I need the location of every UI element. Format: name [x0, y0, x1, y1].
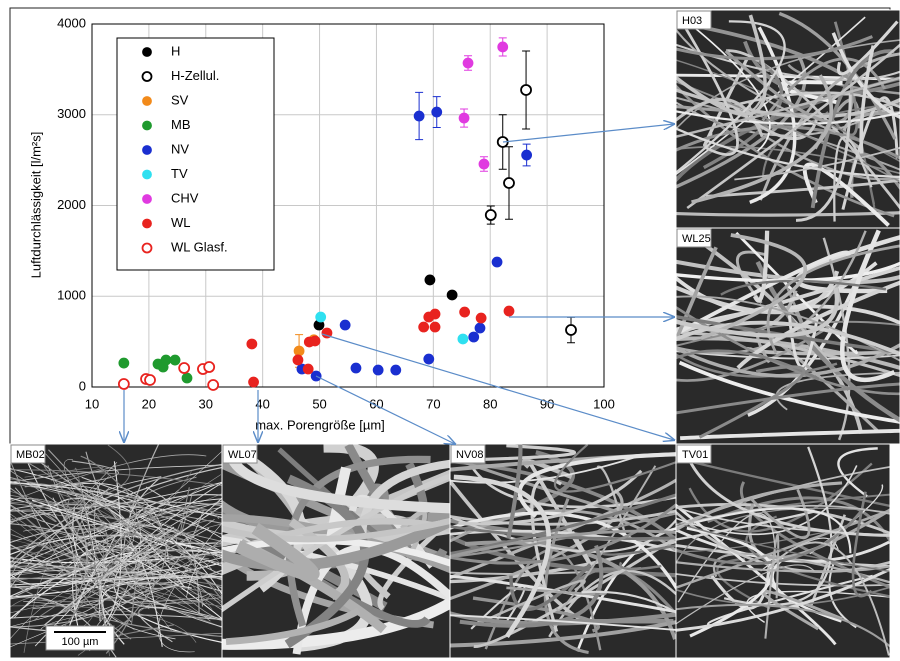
point [419, 322, 429, 332]
x-tick-label: 20 [142, 396, 156, 411]
point [303, 364, 313, 374]
point [204, 362, 214, 372]
point [463, 58, 473, 68]
point [521, 85, 531, 95]
legend-marker [143, 195, 152, 204]
legend-label: MB [171, 117, 191, 132]
legend-label: H-Zellul. [171, 68, 219, 83]
point [208, 380, 218, 390]
point [310, 336, 320, 346]
legend-label: WL [171, 215, 191, 230]
point [458, 334, 468, 344]
point [247, 339, 257, 349]
x-tick-label: 70 [426, 396, 440, 411]
point [425, 275, 435, 285]
legend-label: WL Glasf. [171, 239, 228, 254]
point [182, 373, 192, 383]
point [179, 363, 189, 373]
y-tick-label: 4000 [57, 15, 86, 30]
point [566, 325, 576, 335]
point [294, 346, 304, 356]
legend-marker [143, 48, 152, 57]
point [340, 320, 350, 330]
point [161, 355, 171, 365]
point [391, 365, 401, 375]
legend-marker [143, 97, 152, 106]
point [414, 111, 424, 121]
legend-marker [143, 146, 152, 155]
point [424, 354, 434, 364]
y-tick-label: 3000 [57, 106, 86, 121]
image-label: NV08 [456, 449, 484, 461]
x-tick-label: 80 [483, 396, 497, 411]
x-tick-label: 50 [312, 396, 326, 411]
point [170, 355, 180, 365]
point [249, 377, 259, 387]
plot: 10203040506070809010001000200030004000HH… [57, 15, 615, 411]
point [316, 312, 326, 322]
y-axis-label: Luftdurchlässigkeit [l/m²s] [28, 132, 43, 279]
y-tick-label: 1000 [57, 288, 86, 303]
x-tick-label: 30 [199, 396, 213, 411]
legend-marker [143, 219, 152, 228]
legend-marker [143, 244, 152, 253]
point [119, 358, 129, 368]
point [430, 309, 440, 319]
point [293, 355, 303, 365]
point [469, 332, 479, 342]
image-label: TV01 [682, 449, 708, 461]
point [351, 363, 361, 373]
point [432, 107, 442, 117]
point [486, 210, 496, 220]
point [475, 323, 485, 333]
image-label: WL25 [682, 233, 711, 245]
point [498, 42, 508, 52]
legend-label: NV [171, 141, 189, 156]
point [479, 159, 489, 169]
point [373, 365, 383, 375]
y-tick-label: 0 [79, 378, 86, 393]
point [119, 379, 129, 389]
point [460, 307, 470, 317]
x-axis-label: max. Porengröße [µm] [255, 417, 385, 432]
point [504, 306, 514, 316]
legend-label: H [171, 43, 180, 58]
point [522, 150, 532, 160]
point [145, 375, 155, 385]
x-tick-label: 100 [593, 396, 615, 411]
scale-bar-label: 100 µm [62, 636, 99, 648]
legend-marker [143, 121, 152, 130]
image-label: MB02 [16, 449, 45, 461]
x-tick-label: 10 [85, 396, 99, 411]
legend-label: CHV [171, 190, 199, 205]
image-label: H03 [682, 15, 702, 27]
point [430, 322, 440, 332]
x-tick-label: 60 [369, 396, 383, 411]
point [504, 178, 514, 188]
legend-marker [143, 72, 152, 81]
legend-label: SV [171, 92, 189, 107]
point [459, 113, 469, 123]
legend-marker [143, 170, 152, 179]
point [476, 313, 486, 323]
point [492, 257, 502, 267]
image-label: WL07 [228, 449, 257, 461]
y-tick-label: 2000 [57, 197, 86, 212]
figure: H03WL25TV01MB02WL07NV08100 µm 1020304050… [0, 0, 900, 661]
legend-label: TV [171, 166, 188, 181]
point [447, 290, 457, 300]
